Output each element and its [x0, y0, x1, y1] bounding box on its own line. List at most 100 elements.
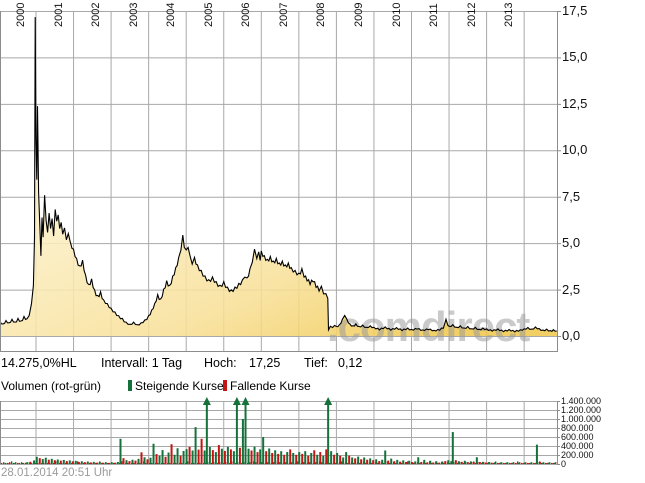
volume-baseline-bar	[285, 462, 287, 464]
x-axis-year-label: 2001	[52, 2, 65, 27]
volume-bar	[286, 452, 289, 464]
volume-bar	[450, 461, 453, 464]
volume-bar	[342, 457, 345, 464]
volume-bar	[451, 432, 454, 464]
volume-bar	[203, 450, 206, 464]
volume-bar	[134, 460, 137, 464]
volume-bar	[197, 449, 200, 464]
volume-bar	[3, 463, 6, 464]
volume-bar	[316, 454, 319, 464]
volume-baseline-bar	[505, 462, 507, 464]
volume-baseline-bar	[487, 462, 489, 464]
volume-bar	[250, 450, 253, 464]
volume-baseline-bar	[181, 462, 183, 464]
volume-bar	[125, 460, 128, 464]
volume-baseline-bar	[3, 462, 5, 464]
volume-bar	[265, 451, 268, 464]
volume-bar	[366, 459, 369, 464]
volume-baseline-bar	[529, 462, 531, 464]
volume-baseline-bar	[499, 462, 501, 464]
volume-baseline-bar	[31, 462, 33, 464]
volume-baseline-bar	[475, 462, 477, 464]
volume-baseline-bar	[139, 462, 141, 464]
volume-bar	[89, 462, 92, 464]
volume-bar	[53, 460, 56, 464]
price-axis-tick-label: 17,5	[562, 3, 588, 18]
volume-baseline-bar	[59, 462, 61, 464]
volume-baseline-bar	[217, 462, 219, 464]
volume-bar	[360, 459, 363, 464]
volume-baseline-bar	[175, 462, 177, 464]
volume-bar	[176, 448, 179, 464]
volume-bar	[399, 461, 402, 464]
volume-bar	[217, 445, 220, 464]
volume-bar	[499, 462, 502, 464]
volume-bar	[363, 457, 366, 464]
volume-baseline-bar	[145, 462, 147, 464]
volume-bar	[229, 449, 232, 464]
volume-bar	[432, 462, 435, 464]
volume-bar	[47, 459, 50, 464]
volume-bar	[505, 462, 508, 464]
volume-bar	[444, 461, 447, 464]
volume-bar	[182, 450, 185, 464]
volume-bar	[435, 461, 438, 464]
volume-bar	[541, 462, 544, 464]
volume-bar	[426, 462, 429, 464]
volume-axis-tick-label: 1.400.000	[561, 396, 602, 406]
volume-bar	[140, 452, 143, 464]
x-axis-year-label: 2003	[127, 2, 140, 27]
volume-bar	[405, 461, 408, 464]
volume-bar	[402, 460, 405, 464]
volume-baseline-bar	[309, 462, 311, 464]
volume-bar	[301, 453, 304, 464]
volume-bar	[83, 462, 86, 464]
x-axis-year-label: 2002	[90, 2, 103, 27]
volume-baseline-bar	[35, 462, 37, 464]
volume-bar	[307, 455, 310, 464]
volume-bar	[345, 452, 348, 464]
volume-bar	[496, 462, 499, 464]
volume-bar	[179, 455, 182, 464]
volume-bar	[280, 451, 283, 464]
volume-bar	[41, 459, 44, 464]
volume-baseline-bar	[5, 462, 7, 464]
volume-baseline-bar	[113, 462, 115, 464]
volume-baseline-bar	[303, 462, 305, 464]
volume-bar	[414, 461, 417, 464]
volume-baseline-bar	[297, 461, 299, 464]
price-chart-plot[interactable]: .comdirect	[0, 11, 562, 352]
volume-bar	[384, 450, 387, 464]
volume-bar	[538, 462, 541, 464]
volume-bar	[333, 454, 336, 464]
price-axis-tick-label: 12,5	[562, 95, 588, 111]
volume-chart-plot[interactable]	[0, 395, 562, 465]
volume-bar	[158, 455, 161, 464]
volume-bar	[194, 427, 197, 464]
volume-bar	[475, 457, 478, 464]
volume-bar	[211, 450, 214, 464]
volume-bar	[226, 446, 229, 464]
volume-baseline-bar	[255, 462, 257, 464]
clipped-volume-arrow-icon	[324, 397, 333, 405]
volume-bar	[283, 454, 286, 464]
volume-baseline-bar	[463, 462, 465, 464]
volume-bar	[29, 461, 32, 464]
volume-bar	[520, 463, 523, 464]
volume-baseline-bar	[535, 462, 537, 464]
volume-baseline-bar	[389, 462, 391, 464]
low-label: Tief:	[304, 356, 328, 370]
volume-baseline-bar	[21, 462, 23, 464]
volume-bar	[152, 443, 155, 464]
volume-baseline-bar	[517, 461, 519, 464]
volume-baseline-bar	[437, 462, 439, 464]
volume-baseline-bar	[223, 462, 225, 464]
volume-bar	[65, 461, 68, 464]
volume-baseline-bar	[65, 462, 67, 464]
volume-bar	[18, 463, 21, 464]
volume-bar	[253, 446, 256, 464]
volume-bar	[420, 462, 423, 464]
volume-bar	[256, 452, 259, 464]
volume-baseline-bar	[413, 462, 415, 464]
volume-baseline-bar	[341, 461, 343, 464]
